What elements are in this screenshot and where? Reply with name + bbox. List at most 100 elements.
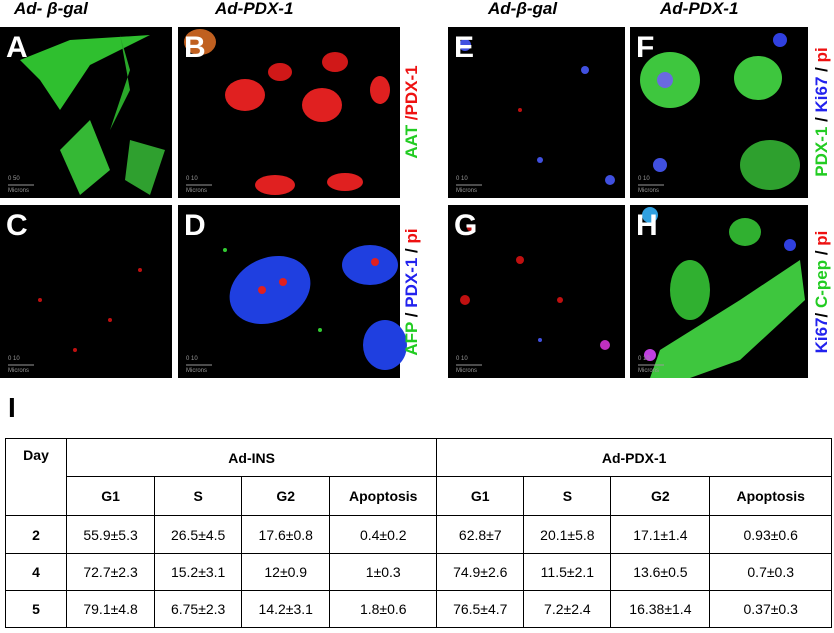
dot [605,175,615,185]
phase-header: Apoptosis [709,476,832,517]
nucleus [327,173,363,191]
value-cell: 0.4±0.2 [329,515,438,554]
dot [258,286,266,294]
scale-unit: Microns [456,188,477,194]
dot [557,297,563,303]
value-cell: 11.5±2.1 [523,552,612,591]
dot [538,338,542,342]
dot [459,39,471,51]
value-cell: 15.2±3.1 [154,552,243,591]
value-cell: 14.2±3.1 [241,589,331,629]
scale-label: 0 10 [186,356,198,362]
side-label-part: / [402,308,421,317]
cell [650,260,805,378]
value-cell: 12±0.9 [241,552,331,591]
phase-header: G2 [610,476,711,517]
phase-header: S [154,476,243,517]
scale-unit: Microns [456,368,477,374]
cell [125,140,165,195]
side-label: AFP / PDX-1 / pi [402,228,421,355]
day-cell: 2 [4,515,68,554]
dot [73,348,77,352]
dot [38,298,42,302]
value-cell: 0.93±0.6 [709,515,832,554]
scale-label: 0 50 [8,176,20,182]
value-cell: 74.9±2.6 [436,552,525,591]
side-label-part: / [812,308,831,317]
side-label-part: PDX-1 [812,122,831,177]
table-row: 4 72.7±2.3 15.2±3.1 12±0.9 1±0.3 74.9±2.6 11.5… [4,552,832,591]
phase-header: S [523,476,612,517]
dot [318,328,322,332]
value-cell: 13.6±0.5 [610,552,711,591]
dot [537,157,543,163]
side-label: Ki67/ C-pep / pi [812,231,831,354]
value-cell: 62.8±7 [436,515,525,554]
dot [467,225,473,231]
cell [20,35,150,110]
cells [20,29,805,378]
group-header: Ad-INS [66,437,438,478]
panel-letter: D [184,209,206,242]
panel-letter: F [636,31,654,64]
scale-unit: Microns [8,368,29,374]
nucleus [370,76,390,104]
dot [644,349,656,361]
day-cell: 5 [4,589,68,629]
value-cell: 17.6±0.8 [241,515,331,554]
side-label-part: / [812,246,831,255]
value-cell: 76.5±4.7 [436,589,525,629]
side-label-part: pi [812,231,831,246]
nucleus [225,79,265,111]
scale-unit: Microns [8,188,29,194]
side-label-part: / [402,243,421,252]
cell [60,120,110,195]
nucleus [342,245,398,285]
scale-label: 0 10 [638,176,650,182]
side-label-part: pi [812,47,831,62]
dot [371,258,379,266]
nucleus [322,52,348,72]
side-label-part: C-pep [812,255,831,308]
column-header: Ad-PDX-1 [214,0,293,18]
scale-label: 0 10 [456,356,468,362]
value-cell: 0.37±0.3 [709,589,832,629]
dot [581,66,589,74]
micrograph [178,27,400,198]
value-cell: 20.1±5.8 [523,515,612,554]
panel-label: I [8,392,16,423]
side-label-part: PDX-1 [402,253,421,308]
dot [653,158,667,172]
dot [108,318,112,322]
table-row: 2 55.9±5.3 26.5±4.5 17.6±0.8 0.4±0.2 62.8±7 20… [4,515,832,554]
phase-header: Apoptosis [329,476,438,517]
side-label: PDX-1 / Ki67 / pi [812,47,831,176]
scale-unit: Microns [638,188,659,194]
micrograph [0,205,172,378]
phase-header: G2 [241,476,331,517]
table-row: 5 79.1±4.8 6.75±2.3 14.2±3.1 1.8±0.6 76.5±4.7… [4,589,832,629]
dot [223,248,227,252]
scale-label: 0 10 [186,176,198,182]
scale-unit: Microns [186,368,207,374]
nucleus [363,320,407,370]
scale-label: 0 10 [638,356,650,362]
scale-label: 0 10 [456,176,468,182]
value-cell: 16.38±1.4 [610,589,711,629]
value-cell: 72.7±2.3 [66,552,156,591]
value-cell: 17.1±1.4 [610,515,711,554]
panel-letter: B [184,31,206,64]
phase-header: G1 [436,476,525,517]
panel-letter: G [454,209,477,242]
cell [729,218,761,246]
value-cell: 1.8±0.6 [329,589,438,629]
phase-header: G1 [66,476,156,517]
cell [110,35,130,130]
nucleus [268,63,292,81]
day-header: Day [4,437,68,517]
panel-letter: H [636,209,658,242]
value-cell: 1±0.3 [329,552,438,591]
side-label-part: AFP [402,317,421,355]
cell [734,56,782,100]
nucleus [255,175,295,195]
